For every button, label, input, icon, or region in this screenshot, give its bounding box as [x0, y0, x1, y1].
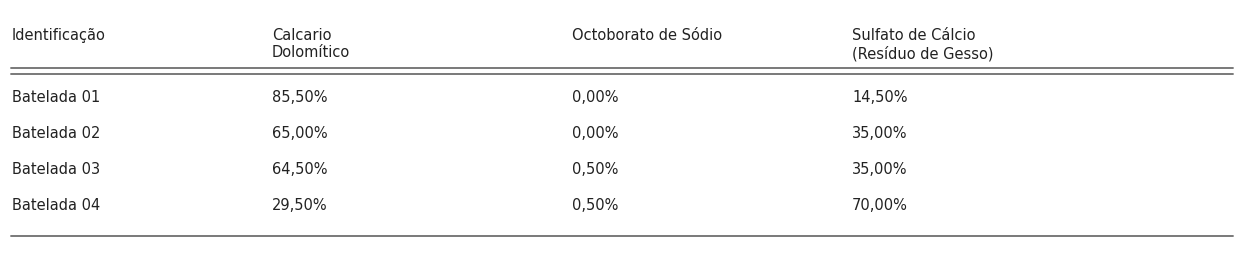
Text: 0,50%: 0,50%	[572, 198, 618, 214]
Text: 35,00%: 35,00%	[852, 163, 907, 178]
Text: 0,00%: 0,00%	[572, 126, 619, 141]
Text: 70,00%: 70,00%	[852, 198, 907, 214]
Text: Identificação: Identificação	[12, 28, 106, 43]
Text: 65,00%: 65,00%	[272, 126, 328, 141]
Text: Batelada 01: Batelada 01	[12, 91, 100, 106]
Text: 64,50%: 64,50%	[272, 163, 327, 178]
Text: 14,50%: 14,50%	[852, 91, 907, 106]
Text: Calcario
Dolomítico: Calcario Dolomítico	[272, 28, 351, 60]
Text: 29,50%: 29,50%	[272, 198, 328, 214]
Text: 35,00%: 35,00%	[852, 126, 907, 141]
Text: Octoborato de Sódio: Octoborato de Sódio	[572, 28, 723, 43]
Text: Sulfato de Cálcio
(Resíduo de Gesso): Sulfato de Cálcio (Resíduo de Gesso)	[852, 28, 993, 61]
Text: 0,50%: 0,50%	[572, 163, 618, 178]
Text: 0,00%: 0,00%	[572, 91, 619, 106]
Text: Batelada 03: Batelada 03	[12, 163, 100, 178]
Text: 85,50%: 85,50%	[272, 91, 327, 106]
Text: Batelada 04: Batelada 04	[12, 198, 100, 214]
Text: Batelada 02: Batelada 02	[12, 126, 100, 141]
